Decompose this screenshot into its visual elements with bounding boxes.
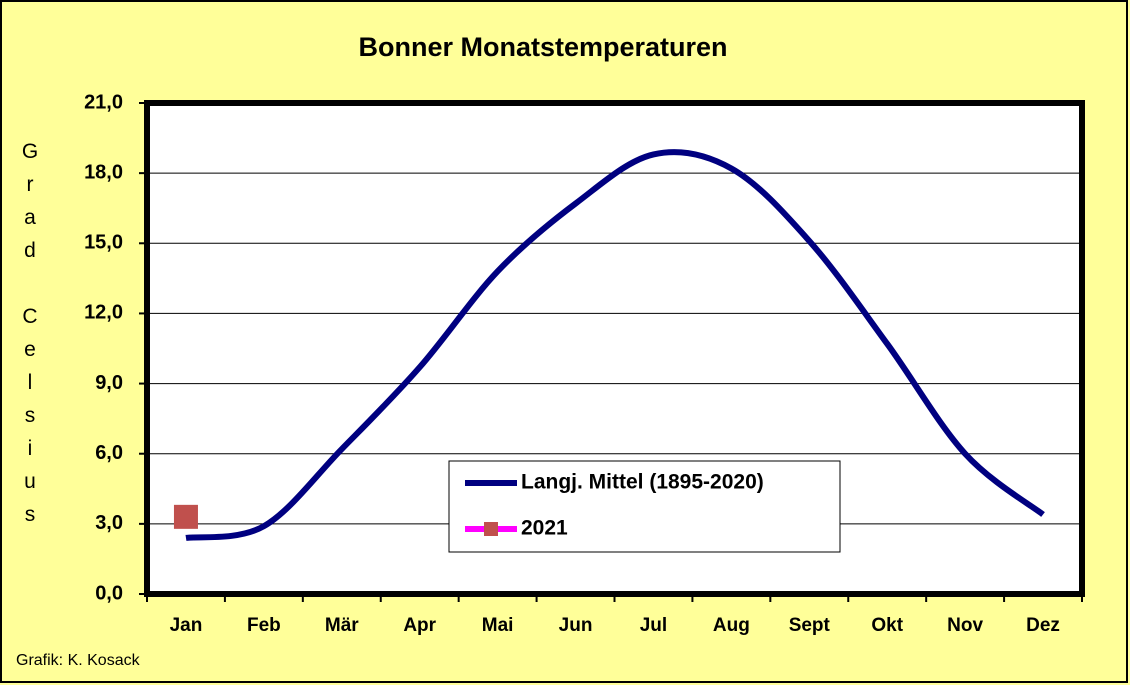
x-tick-label: Jul bbox=[640, 615, 667, 636]
x-tick-label: Nov bbox=[947, 615, 983, 636]
legend-label: Langj. Mittel (1895-2020) bbox=[521, 471, 764, 494]
x-tick-label: Mai bbox=[482, 615, 514, 636]
x-tick-label: Mär bbox=[325, 615, 359, 636]
x-tick-label: Jan bbox=[170, 615, 203, 636]
plot-border bbox=[144, 100, 1085, 597]
marker bbox=[173, 504, 198, 529]
y-tick-label: 6,0 bbox=[95, 442, 123, 464]
y-tick-label: 12,0 bbox=[84, 302, 123, 324]
legend-marker bbox=[484, 522, 498, 536]
y-axis-label: Grad Celsius bbox=[19, 140, 42, 536]
y-tick-label: 18,0 bbox=[84, 161, 123, 183]
x-tick-label: Sept bbox=[789, 615, 831, 636]
y-tick-label: 0,0 bbox=[95, 582, 123, 604]
y-tick-label: 3,0 bbox=[95, 512, 123, 534]
y-tick-label: 15,0 bbox=[84, 232, 123, 254]
y-tick-label: 21,0 bbox=[84, 91, 123, 113]
footer: Grafik: K. Kosack bbox=[16, 652, 141, 669]
x-tick-label: Jun bbox=[559, 615, 593, 636]
legend bbox=[448, 460, 841, 553]
chart-title: Bonner Monatstemperaturen bbox=[358, 32, 727, 62]
y-tick-label: 9,0 bbox=[95, 372, 123, 394]
x-tick-label: Dez bbox=[1026, 615, 1060, 636]
x-tick-label: Feb bbox=[247, 615, 281, 636]
legend-label: 2021 bbox=[521, 517, 568, 540]
x-tick-label: Okt bbox=[871, 615, 903, 636]
x-tick-label: Apr bbox=[403, 615, 436, 636]
x-tick-label: Aug bbox=[713, 615, 750, 636]
line bbox=[185, 149, 1045, 541]
